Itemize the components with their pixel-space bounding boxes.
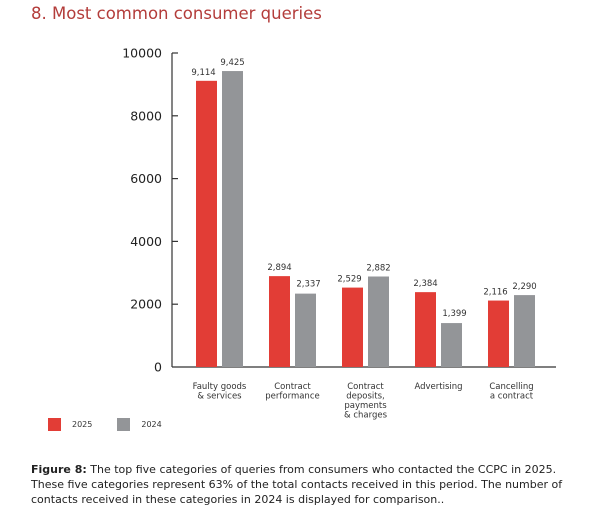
bar-2024 — [514, 295, 535, 367]
data-label-2025: 9,114 — [191, 68, 215, 78]
data-label-2024: 2,290 — [512, 282, 536, 292]
data-label-2025: 2,894 — [267, 263, 291, 273]
legend-swatch-2024 — [117, 418, 131, 431]
x-category-label: payments — [344, 401, 387, 411]
chart-title: 8. Most common consumer queries — [31, 4, 322, 23]
data-label-2025: 2,529 — [337, 275, 361, 285]
data-label-2025: 2,116 — [483, 288, 507, 298]
y-tick-label: 0 — [154, 360, 162, 375]
y-tick-label: 6000 — [130, 171, 162, 186]
legend-label-2024: 2024 — [141, 420, 162, 429]
x-category-label: a contract — [490, 392, 534, 402]
data-label-2025: 2,384 — [413, 279, 437, 289]
bar-2024 — [222, 71, 243, 368]
x-category-label: Contract — [274, 382, 311, 392]
bar-2025 — [488, 300, 509, 367]
bar-2025 — [269, 276, 290, 367]
legend-label-2025: 2025 — [72, 420, 93, 429]
x-category-label: Cancelling — [489, 382, 533, 392]
caption-label: Figure 8: — [31, 463, 87, 476]
x-category-label: & services — [197, 392, 242, 402]
bar-2024 — [295, 293, 316, 367]
x-category-label: performance — [265, 392, 319, 402]
bar-2025 — [342, 287, 363, 367]
x-category-label: Faulty goods — [193, 382, 247, 392]
bar-2024 — [368, 276, 389, 367]
caption-text: The top five categories of queries from … — [31, 463, 563, 506]
bar-2025 — [196, 80, 217, 367]
bar-chart: 0 2000 4000 6000 8000 10000 9,114 9,425 Faulty g… — [122, 46, 556, 421]
x-category-label: Contract — [347, 382, 384, 392]
x-category-label: Advertising — [414, 382, 462, 392]
y-tick-label: 10000 — [122, 46, 162, 61]
data-label-2024: 1,399 — [442, 309, 466, 319]
bar-2024 — [441, 323, 462, 367]
y-tick-label: 2000 — [130, 297, 162, 312]
legend: 2025 2024 — [48, 418, 187, 431]
data-label-2024: 2,337 — [296, 280, 320, 290]
bar-2025 — [415, 292, 436, 367]
data-label-2024: 2,882 — [366, 264, 390, 274]
y-tick-label: 4000 — [130, 234, 162, 249]
x-category-label: deposits, — [346, 392, 384, 402]
y-tick-label: 8000 — [130, 108, 162, 123]
figure-caption: Figure 8: The top five categories of que… — [31, 462, 591, 507]
x-category-label: & charges — [344, 411, 388, 421]
data-label-2024: 9,425 — [220, 58, 244, 68]
legend-swatch-2025 — [48, 418, 61, 431]
